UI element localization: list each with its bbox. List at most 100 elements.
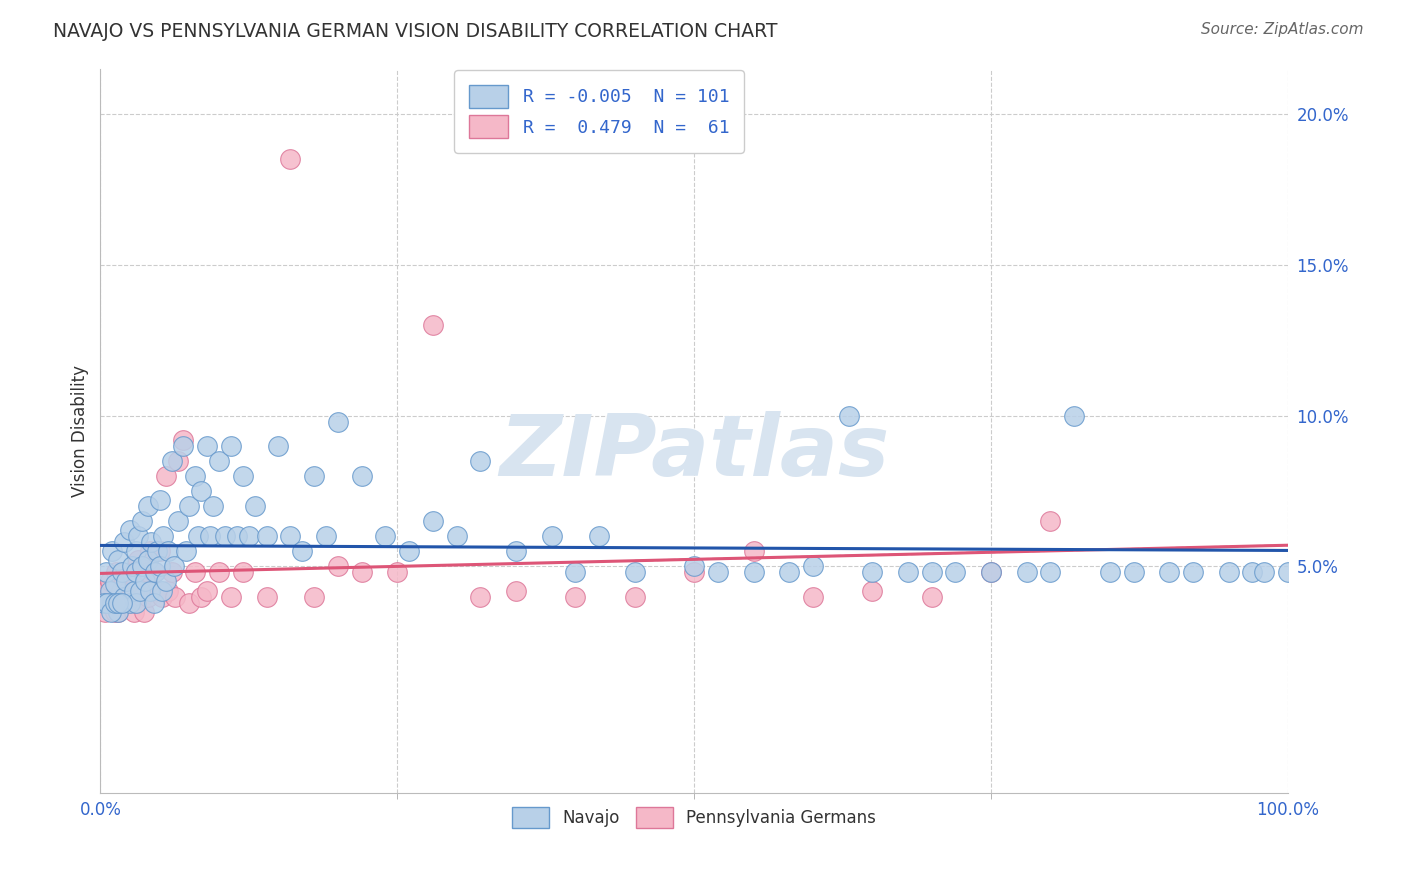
- Point: [195, 439, 218, 453]
- Point: [179, 499, 201, 513]
- Point: [540, 529, 562, 543]
- Point: [115, 574, 138, 589]
- Point: [94, 605, 117, 619]
- Point: [118, 590, 141, 604]
- Point: [139, 544, 162, 558]
- Point: [173, 439, 195, 453]
- Point: [921, 590, 943, 604]
- Point: [111, 596, 134, 610]
- Point: [136, 566, 159, 580]
- Y-axis label: Vision Disability: Vision Disability: [72, 365, 89, 497]
- Point: [141, 535, 163, 549]
- Legend: Navajo, Pennsylvania Germans: Navajo, Pennsylvania Germans: [506, 800, 883, 835]
- Point: [707, 566, 730, 580]
- Point: [127, 529, 149, 543]
- Point: [111, 596, 134, 610]
- Point: [118, 596, 141, 610]
- Point: [256, 590, 278, 604]
- Point: [131, 590, 153, 604]
- Point: [326, 415, 349, 429]
- Point: [165, 590, 187, 604]
- Point: [302, 468, 325, 483]
- Point: [564, 590, 586, 604]
- Point: [150, 583, 173, 598]
- Point: [107, 553, 129, 567]
- Point: [122, 605, 145, 619]
- Point: [101, 596, 124, 610]
- Point: [117, 583, 139, 598]
- Point: [226, 529, 249, 543]
- Point: [838, 409, 860, 423]
- Point: [112, 535, 135, 549]
- Point: [173, 433, 195, 447]
- Point: [127, 553, 149, 567]
- Point: [198, 529, 221, 543]
- Point: [112, 590, 135, 604]
- Point: [1039, 566, 1062, 580]
- Point: [267, 439, 290, 453]
- Point: [98, 574, 121, 589]
- Point: [195, 583, 218, 598]
- Point: [104, 605, 127, 619]
- Point: [149, 559, 172, 574]
- Point: [160, 454, 183, 468]
- Point: [623, 566, 645, 580]
- Point: [125, 574, 148, 589]
- Point: [256, 529, 278, 543]
- Point: [219, 590, 242, 604]
- Point: [96, 566, 118, 580]
- Point: [208, 566, 231, 580]
- Point: [121, 559, 143, 574]
- Point: [121, 566, 143, 580]
- Point: [1063, 409, 1085, 423]
- Point: [1241, 566, 1264, 580]
- Point: [742, 544, 765, 558]
- Point: [801, 590, 824, 604]
- Point: [163, 559, 186, 574]
- Point: [564, 566, 586, 580]
- Point: [142, 596, 165, 610]
- Point: [184, 566, 207, 580]
- Point: [136, 499, 159, 513]
- Point: [291, 544, 314, 558]
- Point: [1277, 566, 1299, 580]
- Point: [187, 529, 209, 543]
- Point: [118, 523, 141, 537]
- Point: [134, 574, 156, 589]
- Point: [350, 468, 373, 483]
- Point: [96, 596, 118, 610]
- Point: [157, 544, 180, 558]
- Point: [623, 590, 645, 604]
- Point: [166, 514, 188, 528]
- Point: [96, 596, 118, 610]
- Point: [179, 596, 201, 610]
- Point: [446, 529, 468, 543]
- Point: [131, 514, 153, 528]
- Point: [112, 574, 135, 589]
- Point: [145, 583, 167, 598]
- Point: [184, 468, 207, 483]
- Text: Source: ZipAtlas.com: Source: ZipAtlas.com: [1201, 22, 1364, 37]
- Point: [350, 566, 373, 580]
- Point: [111, 566, 134, 580]
- Point: [152, 529, 174, 543]
- Point: [505, 544, 527, 558]
- Point: [921, 566, 943, 580]
- Point: [160, 566, 183, 580]
- Point: [150, 590, 173, 604]
- Point: [1015, 566, 1038, 580]
- Point: [801, 559, 824, 574]
- Point: [149, 493, 172, 508]
- Point: [1159, 566, 1181, 580]
- Point: [155, 574, 177, 589]
- Point: [470, 590, 492, 604]
- Point: [107, 596, 129, 610]
- Point: [742, 566, 765, 580]
- Point: [128, 583, 150, 598]
- Point: [1098, 566, 1121, 580]
- Point: [174, 544, 197, 558]
- Point: [422, 318, 444, 332]
- Point: [143, 566, 166, 580]
- Point: [1218, 566, 1240, 580]
- Point: [374, 529, 396, 543]
